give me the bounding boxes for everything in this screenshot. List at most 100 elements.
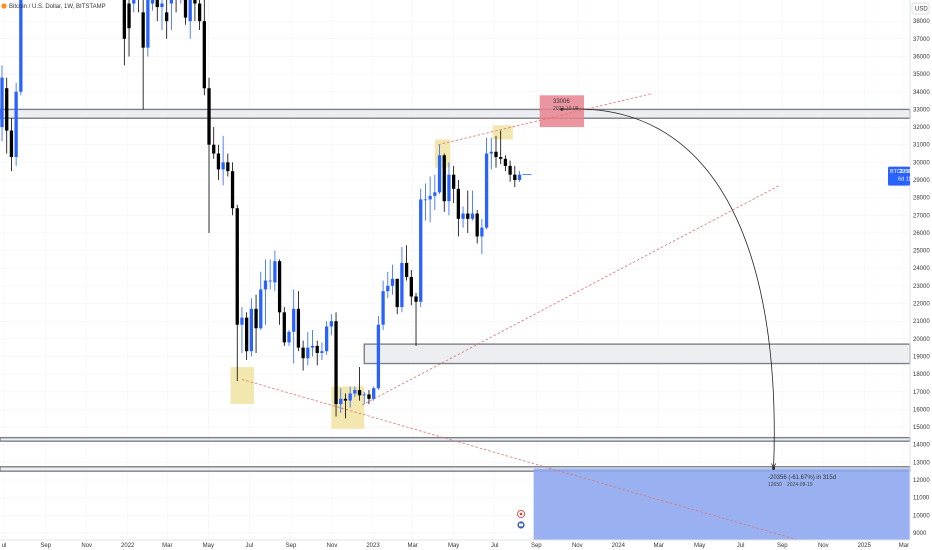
candle[interactable]	[221, 135, 225, 186]
candle[interactable]	[122, 0, 126, 66]
candle[interactable]	[14, 82, 18, 166]
candle[interactable]	[381, 280, 385, 330]
candle[interactable]	[282, 307, 286, 346]
projection-arc[interactable]	[561, 108, 775, 469]
candle[interactable]	[183, 0, 188, 25]
candle[interactable]	[419, 188, 423, 308]
support-resistance-zone[interactable]	[0, 108, 911, 119]
candle[interactable]	[273, 250, 277, 292]
candle[interactable]	[461, 206, 465, 228]
candle[interactable]	[226, 153, 230, 177]
candle[interactable]	[470, 190, 475, 221]
candle[interactable]	[160, 0, 164, 30]
target-zone-blue[interactable]	[533, 468, 910, 540]
candle[interactable]	[320, 342, 324, 360]
candle[interactable]	[372, 386, 376, 401]
candle[interactable]	[174, 0, 177, 13]
candle[interactable]	[362, 391, 366, 405]
candle[interactable]	[357, 367, 362, 401]
candle[interactable]	[400, 247, 404, 313]
candle[interactable]	[367, 390, 371, 405]
candle[interactable]	[456, 180, 461, 237]
candle[interactable]	[169, 0, 174, 30]
candle[interactable]	[193, 0, 197, 22]
candle[interactable]	[517, 171, 522, 182]
candle[interactable]	[390, 264, 395, 295]
candle[interactable]	[296, 291, 301, 352]
candle[interactable]	[409, 270, 413, 306]
candle[interactable]	[433, 174, 437, 210]
candle[interactable]	[404, 245, 409, 281]
candle[interactable]	[301, 340, 305, 371]
candle[interactable]	[306, 331, 310, 366]
candle[interactable]	[452, 165, 456, 203]
candle[interactable]	[259, 271, 263, 330]
trendline[interactable]	[362, 184, 780, 406]
currency-button[interactable]	[911, 2, 930, 15]
candle[interactable]	[348, 386, 352, 408]
candle[interactable]	[245, 312, 249, 360]
candle[interactable]	[310, 330, 315, 357]
candle[interactable]	[339, 388, 343, 413]
target-zone-red[interactable]	[539, 95, 585, 128]
candle[interactable]	[5, 77, 9, 154]
candle[interactable]	[0, 65, 4, 142]
candle[interactable]	[494, 135, 498, 168]
candle[interactable]	[508, 160, 512, 182]
pivot-highlight-box[interactable]	[230, 367, 255, 405]
candle[interactable]	[353, 386, 357, 398]
candle[interactable]	[197, 0, 202, 30]
candle[interactable]	[165, 0, 169, 39]
candle[interactable]	[141, 0, 145, 110]
candle[interactable]	[315, 340, 319, 366]
candle[interactable]	[475, 210, 479, 244]
zone-layer[interactable]	[0, 108, 911, 472]
candle[interactable]	[442, 153, 446, 212]
candle[interactable]	[249, 298, 254, 357]
candle[interactable]	[503, 155, 508, 172]
candle[interactable]	[155, 0, 159, 22]
highlight-layer[interactable]	[230, 95, 910, 540]
candle[interactable]	[263, 259, 268, 325]
candle[interactable]	[240, 307, 244, 353]
candle[interactable]	[287, 330, 291, 346]
projection-start-point[interactable]	[560, 107, 564, 111]
candle[interactable]	[414, 292, 418, 346]
candle[interactable]	[437, 144, 442, 195]
trendline-layer[interactable]	[241, 93, 799, 541]
candle[interactable]	[499, 130, 503, 165]
candle[interactable]	[343, 393, 348, 419]
candle[interactable]	[268, 259, 272, 290]
candle[interactable]	[150, 0, 155, 11]
candle[interactable]	[137, 0, 140, 13]
candle[interactable]	[216, 144, 221, 180]
candle[interactable]	[207, 77, 211, 233]
candle[interactable]	[489, 137, 493, 170]
candle[interactable]	[513, 165, 517, 188]
candle[interactable]	[324, 321, 329, 355]
candle[interactable]	[395, 278, 399, 315]
candle[interactable]	[235, 204, 239, 382]
candle[interactable]	[428, 176, 432, 223]
projection-layer[interactable]	[560, 107, 776, 470]
candle[interactable]	[132, 0, 136, 13]
candle[interactable]	[9, 118, 14, 172]
candle[interactable]	[376, 315, 381, 390]
price-axis[interactable]: USD 38000 37000 36000 35000 34000 33000 32000 3…	[909, 0, 930, 540]
candle[interactable]	[480, 218, 484, 255]
candle[interactable]	[127, 0, 131, 57]
trendline[interactable]	[241, 379, 799, 541]
candle[interactable]	[484, 137, 489, 230]
candle[interactable]	[292, 289, 296, 364]
candles-layer[interactable]	[0, 0, 532, 419]
time-axis[interactable]: ul Sep Nov 2022 Mar May Jul Sep Nov 2023 Mar May Jul…	[0, 539, 910, 549]
candle[interactable]	[329, 314, 333, 336]
candle[interactable]	[146, 0, 150, 57]
candle[interactable]	[212, 127, 216, 159]
candle[interactable]	[386, 271, 390, 299]
candle[interactable]	[334, 312, 338, 417]
candle[interactable]	[188, 0, 192, 39]
candle[interactable]	[447, 162, 451, 216]
